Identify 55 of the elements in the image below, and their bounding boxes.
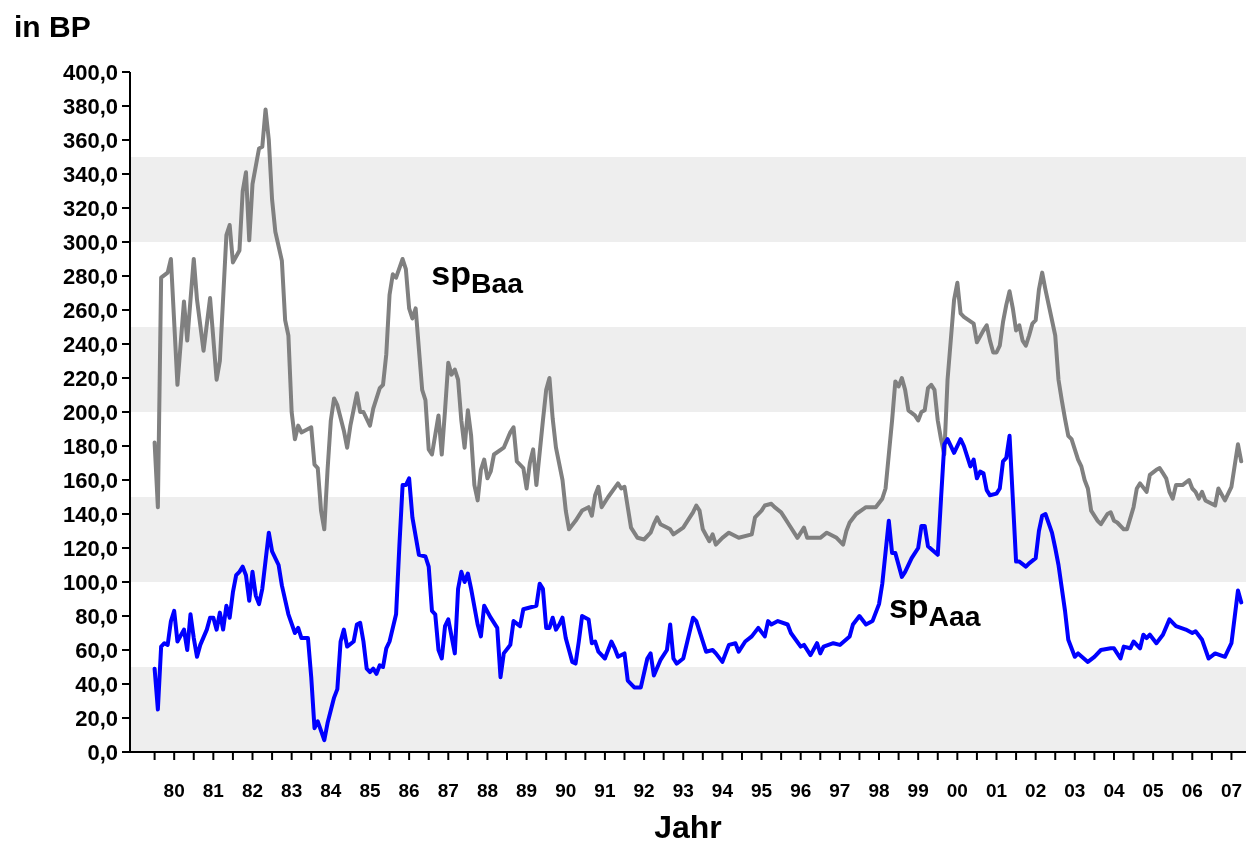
x-tick-label: 83	[281, 780, 303, 802]
y-tick-label: 360,0	[62, 127, 118, 153]
line-series	[152, 107, 1244, 547]
x-tick-label: 86	[398, 780, 420, 802]
x-tick-label: 88	[476, 780, 499, 802]
y-tick-label: 400,0	[62, 59, 118, 85]
series-label: sp$_{Baa}$	[431, 253, 523, 299]
x-tick-label: 03	[1064, 780, 1086, 802]
x-tick-label: 05	[1142, 780, 1165, 802]
y-tick-label: 0,0	[87, 739, 118, 765]
x-tick-label: 87	[437, 780, 459, 802]
x-tick-label: 85	[359, 780, 381, 802]
x-tick-label: 81	[202, 780, 225, 802]
y-tick-label: 100,0	[62, 569, 118, 595]
y-tick-label: 40,0	[75, 671, 118, 697]
y-tick-label: 140,0	[62, 501, 118, 527]
x-tick-label: 97	[829, 780, 851, 802]
y-tick-label: 340,0	[62, 161, 118, 187]
y-tick-label: 240,0	[62, 331, 118, 357]
y-tick-label: 160,0	[62, 467, 118, 493]
x-tick-label: 82	[241, 780, 264, 802]
y-tick-label: 260,0	[62, 297, 118, 323]
series-label: sp$_{Aaa}$	[888, 586, 981, 632]
y-axis-title: in BP	[14, 10, 91, 44]
x-tick-label: 01	[985, 780, 1008, 802]
x-tick-label: 04	[1103, 780, 1125, 802]
x-tick-label: 95	[750, 780, 773, 802]
x-tick-label: 96	[790, 780, 812, 802]
y-tick-label: 60,0	[75, 637, 118, 663]
x-tick-label: 02	[1025, 780, 1047, 802]
y-tick-label: 320,0	[62, 195, 118, 221]
x-tick-label: 92	[633, 780, 655, 802]
x-tick-label: 89	[516, 780, 538, 802]
x-tick-label: 80	[163, 780, 185, 802]
y-tick-label: 20,0	[75, 705, 118, 731]
y-tick-label: 120,0	[62, 535, 118, 561]
x-tick-label: 93	[672, 780, 694, 802]
x-tick-label: 99	[907, 780, 929, 802]
x-tick-label: 98	[868, 780, 890, 802]
y-tick-label: 300,0	[62, 229, 118, 255]
x-tick-label: 94	[711, 780, 734, 802]
y-tick-label: 80,0	[75, 603, 118, 629]
y-tick-label: 280,0	[62, 263, 118, 289]
y-tick-label: 200,0	[62, 399, 118, 425]
y-tick-label: 180,0	[62, 433, 118, 459]
x-tick-label: 90	[555, 780, 577, 802]
x-tick-label: 00	[946, 780, 968, 802]
y-tick-label: 220,0	[62, 365, 118, 391]
x-tick-label: 07	[1220, 780, 1243, 802]
x-tick-label: 91	[594, 780, 616, 802]
line-series	[152, 433, 1244, 743]
y-tick-label: 380,0	[62, 93, 118, 119]
x-tick-label: 06	[1181, 780, 1203, 802]
x-tick-label: 84	[320, 780, 342, 802]
x-axis-title: Jahr	[654, 809, 722, 845]
